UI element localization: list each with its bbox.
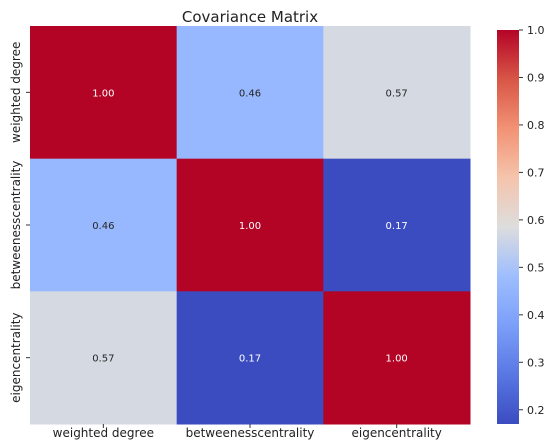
x-tick-label: weighted degree bbox=[53, 426, 154, 440]
cell-value-label: 0.17 bbox=[386, 221, 408, 232]
heatmap-cell bbox=[323, 26, 471, 160]
heatmap-cell bbox=[30, 26, 178, 160]
colorbar bbox=[497, 30, 519, 424]
x-tick-label: eigencentrality bbox=[351, 426, 441, 440]
cell-value-label: 1.00 bbox=[386, 354, 408, 365]
cell-value-label: 1.00 bbox=[92, 88, 114, 99]
colorbar-ticks: 1.0 0.9 0.8 0.7 0.6 0.5 0.4 0.3 0.2 bbox=[519, 24, 545, 417]
x-tick-labels: weighted degree betweenesscentrality eigen… bbox=[53, 424, 442, 440]
heatmap-cell bbox=[30, 158, 178, 292]
heatmap-cell bbox=[176, 158, 324, 292]
x-tick-label: betweenesscentrality bbox=[186, 426, 315, 440]
cell-value-label: 0.57 bbox=[386, 88, 408, 99]
y-tick-label: eigencentrality bbox=[9, 312, 23, 402]
cell-value-label: 1.00 bbox=[239, 221, 261, 232]
cell-value-label: 0.57 bbox=[92, 354, 114, 365]
heatmap-cell bbox=[176, 291, 324, 425]
colorbar-tick-label: 0.2 bbox=[527, 404, 545, 417]
cell-value-label: 0.17 bbox=[239, 354, 261, 365]
colorbar-tick-label: 0.9 bbox=[527, 71, 545, 84]
colorbar-tick-label: 1.0 bbox=[527, 24, 545, 37]
heatmap-cell bbox=[323, 291, 471, 425]
colorbar-tick-label: 0.7 bbox=[527, 166, 545, 179]
heatmap-cells: 1.00 0.46 0.57 0.46 1.00 0.17 0.57 0.17 1.00 bbox=[30, 26, 471, 425]
y-tick-label: betweenesscentrality bbox=[9, 161, 23, 290]
heatmap-cell bbox=[176, 26, 324, 160]
colorbar-tick-label: 0.5 bbox=[527, 261, 545, 274]
y-tick-labels: weighted degree betweenesscentrality eigen… bbox=[9, 42, 30, 403]
colorbar-tick-label: 0.6 bbox=[527, 214, 545, 227]
chart-title: Covariance Matrix bbox=[182, 8, 318, 26]
colorbar-tick-label: 0.8 bbox=[527, 119, 545, 132]
heatmap-cell bbox=[30, 291, 178, 425]
colorbar-tick-label: 0.4 bbox=[527, 309, 545, 322]
heatmap-cell bbox=[323, 158, 471, 292]
y-tick-label: weighted degree bbox=[9, 42, 23, 143]
colorbar-tick-label: 0.3 bbox=[527, 356, 545, 369]
cell-value-label: 0.46 bbox=[239, 88, 261, 99]
cell-value-label: 0.46 bbox=[92, 221, 114, 232]
